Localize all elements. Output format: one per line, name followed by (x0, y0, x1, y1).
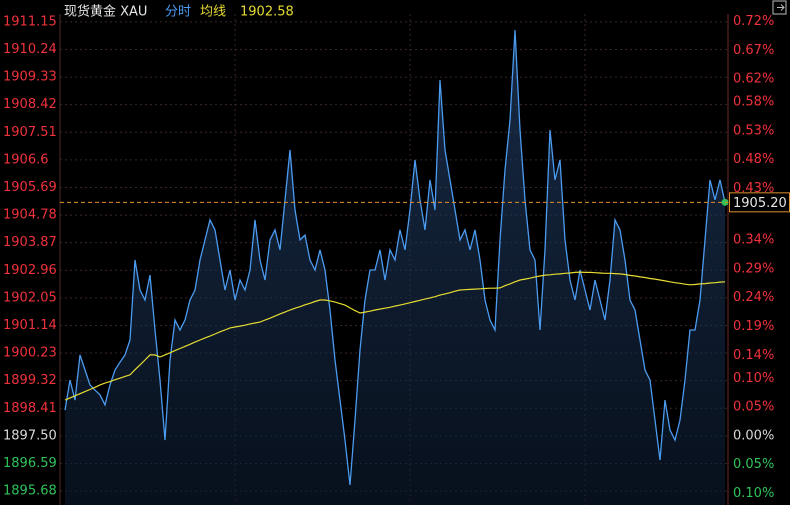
y-tick-label: 1898.41 (3, 401, 57, 416)
y-tick-label: 1908.42 (3, 97, 57, 112)
y2-tick-label: 0.48% (733, 152, 774, 167)
y2-tick-label: 0.19% (733, 319, 774, 334)
y2-tick-label: 0.00% (733, 428, 774, 443)
average-line (64, 271, 726, 401)
y-tick-label: 1903.87 (3, 235, 57, 250)
y-tick-label: 1895.68 (3, 484, 57, 499)
last-price-label: 1905.20 (733, 196, 787, 211)
mode-label: 分时 (165, 5, 191, 20)
y2-tick-label: 0.10% (733, 371, 774, 386)
ma-label: 均线 (200, 5, 226, 20)
y2-tick-label: 0.05% (733, 457, 774, 472)
y-tick-label: 1899.32 (3, 373, 57, 388)
y2-tick-label: 0.24% (733, 290, 774, 305)
icon-arrow[interactable] (777, 4, 785, 11)
y-tick-label: 1896.59 (3, 456, 57, 471)
y-tick-label: 1904.78 (3, 208, 57, 223)
y2-tick-label: 0.58% (733, 95, 774, 110)
price-area (65, 30, 725, 505)
y-tick-label: 1905.69 (3, 180, 57, 195)
y2-tick-label: 0.67% (733, 43, 774, 58)
y2-tick-label: 0.29% (733, 261, 774, 276)
y2-tick-label: 0.43% (733, 181, 774, 196)
icon-frame[interactable] (772, 0, 787, 15)
y-tick-label: 1897.50 (3, 428, 57, 443)
y2-tick-label: 0.14% (733, 348, 774, 363)
ma-value: 1902.58 (240, 5, 294, 20)
y2-tick-label: 0.34% (733, 233, 774, 248)
y2-tick-label: 0.05% (733, 400, 774, 415)
y-tick-label: 1907.51 (3, 125, 57, 140)
y2-tick-label: 0.62% (733, 72, 774, 87)
y-tick-label: 1901.14 (3, 318, 57, 333)
y2-tick-label: 0.10% (733, 486, 774, 501)
y-tick-label: 1909.33 (3, 70, 57, 85)
y2-tick-label: 0.72% (733, 14, 774, 29)
y-tick-label: 1910.24 (3, 42, 57, 57)
y-tick-label: 1911.15 (3, 14, 57, 29)
y-tick-label: 1906.6 (3, 152, 49, 167)
y2-tick-label: 0.53% (733, 123, 774, 138)
price-line (64, 30, 726, 486)
instrument-name: 现货黄金 XAU (64, 4, 147, 20)
y-tick-label: 1902.96 (3, 263, 57, 278)
y-tick-label: 1900.23 (3, 346, 57, 361)
y-tick-label: 1902.05 (3, 290, 57, 305)
exit-icon[interactable] (772, 0, 787, 15)
